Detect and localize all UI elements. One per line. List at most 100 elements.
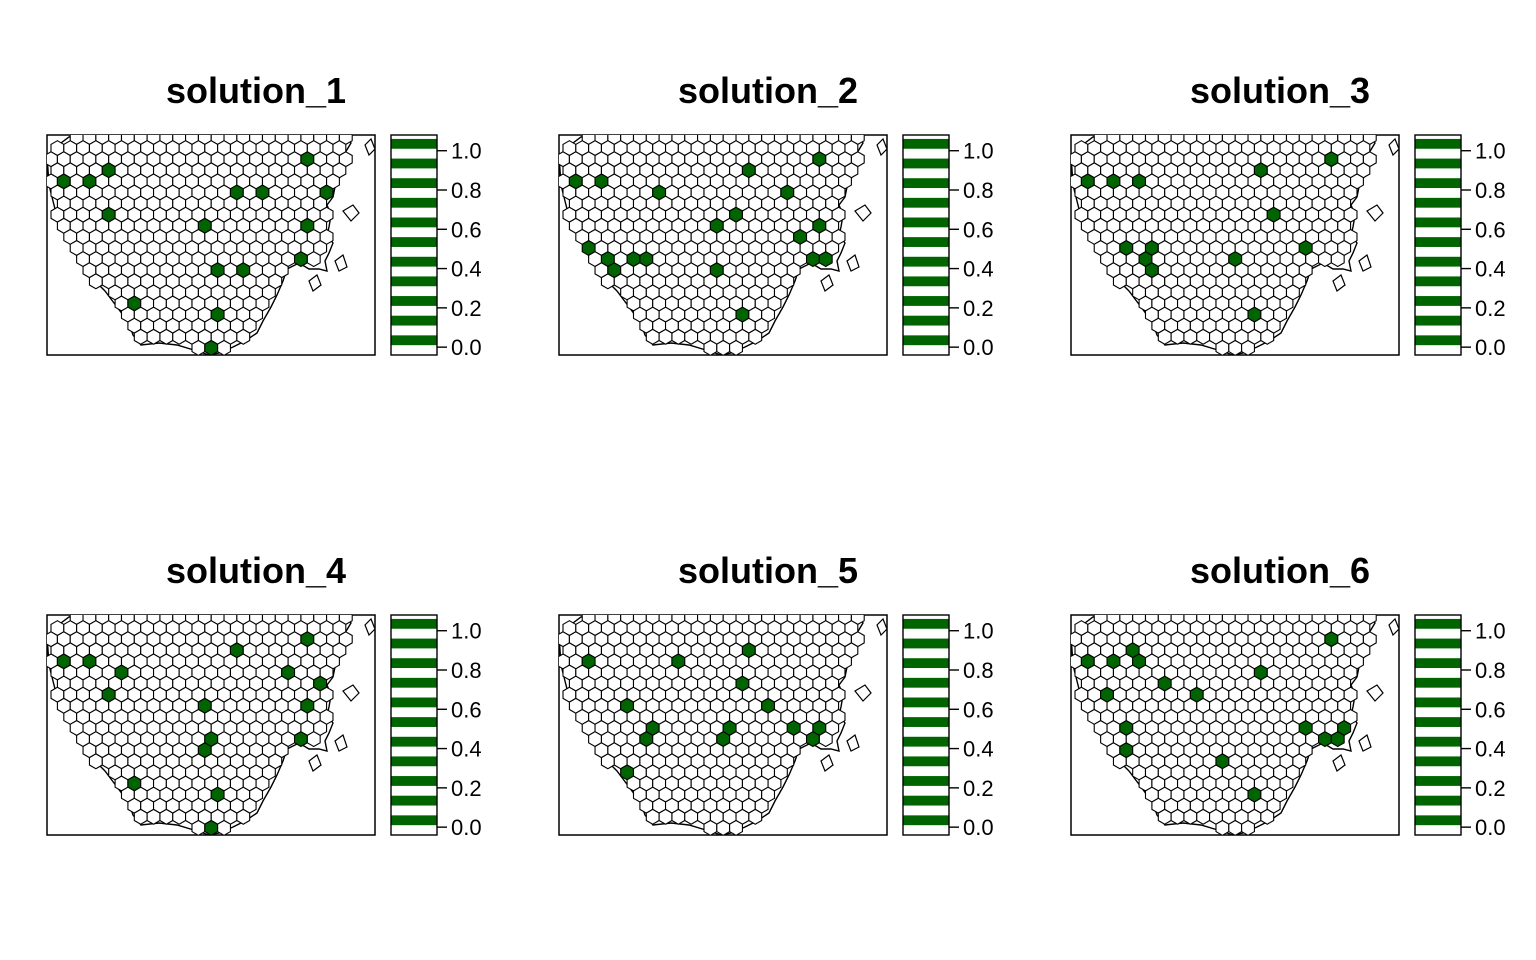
legend-band	[903, 256, 949, 267]
legend-tick-label: 0.4	[963, 257, 994, 282]
planning-unit-selected	[1330, 731, 1345, 748]
solution-panel-4: solution_4 0.0 0.2 0.4 0.6 0.8 1.0	[46, 550, 482, 840]
panel-title: solution_5	[678, 550, 858, 591]
legend-band	[391, 697, 437, 708]
planning-unit-selected	[293, 731, 308, 748]
legend-band	[903, 276, 949, 287]
legend: 0.0 0.2 0.4 0.6 0.8 1.0	[390, 134, 482, 360]
island	[876, 617, 887, 637]
solution-panel-3: solution_3 0.0 0.2 0.4 0.6 0.8 1.0	[1070, 70, 1506, 360]
panel-title: solution_3	[1190, 70, 1370, 111]
island	[820, 754, 834, 772]
planning-unit	[1183, 328, 1198, 345]
legend-band	[903, 217, 949, 228]
legend-tick-label: 0.4	[451, 257, 482, 282]
legend-band	[391, 138, 437, 149]
island	[342, 204, 360, 222]
planning-unit-selected	[204, 819, 219, 835]
legend: 0.0 0.2 0.4 0.6 0.8 1.0	[1414, 614, 1506, 840]
legend-tick-label: 0.0	[963, 335, 994, 360]
legend-band	[1415, 256, 1461, 267]
legend-band	[391, 658, 437, 669]
legend-tick-label: 0.2	[1475, 776, 1506, 801]
legend-band	[391, 618, 437, 629]
island	[1388, 617, 1399, 637]
island	[1388, 137, 1399, 157]
legend-band	[1415, 736, 1461, 747]
island	[1332, 754, 1346, 772]
legend-band	[903, 335, 949, 346]
legend-tick-label: 0.6	[963, 697, 994, 722]
legend-tick-label: 0.6	[963, 217, 994, 242]
legend-tick-label: 0.4	[963, 737, 994, 762]
legend-tick-label: 0.2	[963, 776, 994, 801]
legend-band	[1415, 335, 1461, 346]
legend-band	[1415, 795, 1461, 806]
island	[364, 137, 375, 157]
planning-unit-selected	[1317, 731, 1332, 748]
map-area	[559, 135, 887, 355]
legend-band	[391, 217, 437, 228]
planning-unit	[703, 339, 718, 355]
legend-tick-label: 1.0	[963, 139, 994, 164]
legend-band	[391, 795, 437, 806]
planning-unit	[1228, 819, 1243, 835]
planning-unit	[191, 819, 206, 835]
legend-tick-label: 0.2	[451, 296, 482, 321]
planning-unit	[1112, 273, 1127, 290]
planning-unit-selected	[293, 251, 308, 268]
legend-band	[391, 717, 437, 727]
planning-unit	[600, 753, 615, 770]
legend-tick-label: 0.6	[451, 217, 482, 242]
island	[334, 734, 348, 752]
legend-frame	[390, 134, 438, 356]
planning-unit	[172, 328, 187, 345]
legend-band	[1415, 717, 1461, 727]
planning-unit	[191, 339, 206, 355]
legend-band	[1415, 756, 1461, 767]
planning-unit	[1215, 339, 1230, 355]
island	[876, 137, 887, 157]
legend-tick-label: 0.2	[451, 776, 482, 801]
planning-unit	[159, 328, 174, 345]
map-area	[47, 135, 375, 355]
legend-band	[391, 677, 437, 688]
solution-panel-5: solution_5 0.0 0.2 0.4 0.6 0.8 1.0	[558, 550, 994, 840]
planning-unit	[172, 808, 187, 825]
legend-band	[903, 197, 949, 208]
legend-band	[1415, 217, 1461, 228]
planning-unit	[658, 328, 673, 345]
legend-frame	[902, 134, 950, 356]
planning-unit	[684, 328, 699, 345]
legend-tick-label: 0.0	[1475, 815, 1506, 840]
legend-band	[391, 315, 437, 326]
legend-tick-label: 0.8	[451, 658, 482, 683]
legend-band	[1415, 158, 1461, 169]
legend-band	[1415, 178, 1461, 189]
legend-band	[391, 237, 437, 247]
planning-unit	[88, 273, 103, 290]
legend-band	[1415, 815, 1461, 826]
legend-band	[391, 197, 437, 208]
planning-unit	[1196, 328, 1211, 345]
planning-unit	[133, 808, 148, 825]
legend: 0.0 0.2 0.4 0.6 0.8 1.0	[1414, 134, 1506, 360]
planning-unit	[1170, 328, 1185, 345]
legend-tick-label: 0.0	[1475, 335, 1506, 360]
planning-unit	[684, 808, 699, 825]
legend-tick-label: 0.8	[1475, 178, 1506, 203]
planning-unit	[716, 339, 731, 355]
legend-band	[391, 256, 437, 267]
legend-tick-label: 0.8	[963, 178, 994, 203]
planning-unit	[1112, 753, 1127, 770]
legend-band	[903, 158, 949, 169]
legend-band	[903, 315, 949, 326]
legend-frame	[1414, 134, 1462, 356]
legend-tick-label: 1.0	[451, 139, 482, 164]
legend-band	[391, 158, 437, 169]
map-area	[1071, 615, 1399, 835]
planning-unit	[1241, 339, 1255, 355]
island	[334, 254, 348, 272]
planning-unit	[1260, 328, 1275, 345]
legend-tick-label: 0.8	[451, 178, 482, 203]
